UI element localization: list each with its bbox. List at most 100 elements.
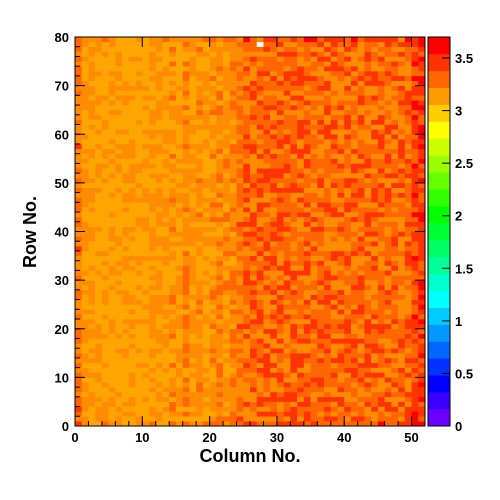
heatmap-cell: [128, 328, 136, 334]
heatmap-cell: [256, 139, 264, 145]
heatmap-cell: [276, 367, 284, 373]
heatmap-cell: [377, 46, 385, 52]
heatmap-cell: [155, 212, 163, 218]
heatmap-cell: [297, 129, 305, 135]
heatmap-cell: [404, 401, 412, 407]
heatmap-cell: [175, 323, 183, 329]
heatmap-cell: [81, 265, 89, 271]
heatmap-cell: [270, 114, 278, 120]
heatmap-cell: [81, 212, 89, 218]
colorbar-tick-label: 3.5: [455, 51, 473, 66]
heatmap-cell: [162, 391, 170, 398]
heatmap-cell: [303, 41, 311, 47]
heatmap-cell: [182, 46, 190, 52]
heatmap-cell: [169, 357, 177, 364]
heatmap-cell: [209, 304, 217, 310]
heatmap-cell: [128, 362, 136, 368]
heatmap-cell: [384, 309, 392, 315]
heatmap-cell: [95, 304, 103, 310]
heatmap-cell: [384, 314, 392, 320]
heatmap-cell: [398, 416, 406, 422]
heatmap-cell: [263, 207, 271, 213]
heatmap-cell: [108, 319, 116, 325]
heatmap-cell: [324, 216, 332, 223]
heatmap-cell: [317, 421, 325, 427]
heatmap-cell: [371, 275, 379, 281]
heatmap-cell: [155, 391, 163, 398]
heatmap-cell: [377, 353, 385, 359]
colorbar-axis: 00.511.522.533.5: [442, 51, 473, 434]
heatmap-cell: [418, 401, 426, 407]
heatmap-cell: [350, 143, 358, 150]
heatmap-cell: [81, 85, 89, 91]
heatmap-cell: [270, 280, 278, 286]
heatmap-cell: [350, 182, 358, 188]
heatmap-cell: [142, 367, 150, 373]
heatmap-cell: [175, 284, 183, 291]
heatmap-cell: [270, 226, 278, 232]
heatmap-cell: [270, 299, 278, 305]
heatmap-cell: [115, 192, 123, 198]
heatmap-cell: [88, 323, 96, 329]
heatmap-cell: [75, 275, 82, 281]
heatmap-cell: [108, 270, 116, 276]
heatmap-cell: [330, 114, 338, 120]
x-axis: 0 10 20 30 40 50: [71, 37, 426, 445]
heatmap-cell: [108, 391, 116, 398]
heatmap-cell: [391, 173, 399, 179]
heatmap-cell: [202, 124, 210, 130]
heatmap-cell: [324, 299, 332, 305]
heatmap-cell: [81, 163, 89, 169]
heatmap-cell: [122, 323, 130, 329]
heatmap-cell: [182, 309, 190, 315]
heatmap-cell: [162, 421, 170, 427]
heatmap-cell: [189, 80, 197, 86]
heatmap-cell: [135, 372, 143, 378]
heatmap-cell: [169, 221, 177, 227]
heatmap-cell: [411, 338, 419, 344]
heatmap-cell: [364, 182, 372, 188]
heatmap-cell: [243, 148, 251, 154]
heatmap-cell: [384, 80, 392, 86]
heatmap-cell: [189, 119, 197, 125]
heatmap-cell: [337, 265, 345, 271]
heatmap-cell: [223, 309, 231, 315]
heatmap-cell: [263, 95, 271, 101]
heatmap-cell: [95, 377, 103, 383]
heatmap-cell: [344, 377, 352, 383]
heatmap-cell: [276, 275, 284, 281]
heatmap-cell: [142, 294, 150, 300]
heatmap-cell: [324, 192, 332, 198]
heatmap-cell: [297, 280, 305, 286]
heatmap-cell: [142, 260, 150, 266]
heatmap-cell: [149, 401, 157, 407]
heatmap-cell: [330, 236, 338, 242]
heatmap-cell: [209, 275, 217, 281]
heatmap-cell: [115, 236, 123, 242]
heatmap-cell: [384, 416, 392, 422]
heatmap-cell: [162, 90, 170, 96]
heatmap-cell: [290, 367, 298, 373]
heatmap-cell: [371, 250, 379, 257]
heatmap-cell: [202, 284, 210, 291]
heatmap-cell: [209, 134, 217, 140]
heatmap-cell: [250, 46, 257, 52]
heatmap-cell: [350, 148, 358, 154]
heatmap-cell: [229, 319, 237, 325]
heatmap-cell: [135, 338, 143, 344]
heatmap-cell: [310, 246, 318, 252]
heatmap-cell: [263, 416, 271, 422]
heatmap-cell: [283, 109, 291, 116]
heatmap-cell: [324, 319, 332, 325]
heatmap-cell: [216, 197, 224, 203]
heatmap-cell: [243, 143, 251, 150]
heatmap-cell: [135, 328, 143, 334]
heatmap-cell: [344, 309, 352, 315]
heatmap-cell: [404, 260, 412, 266]
heatmap-cell: [263, 61, 271, 67]
heatmap-cell: [142, 95, 150, 101]
heatmap-cell: [411, 124, 419, 130]
heatmap-cell: [290, 294, 298, 300]
heatmap-cell: [142, 319, 150, 325]
heatmap-cell: [270, 236, 278, 242]
